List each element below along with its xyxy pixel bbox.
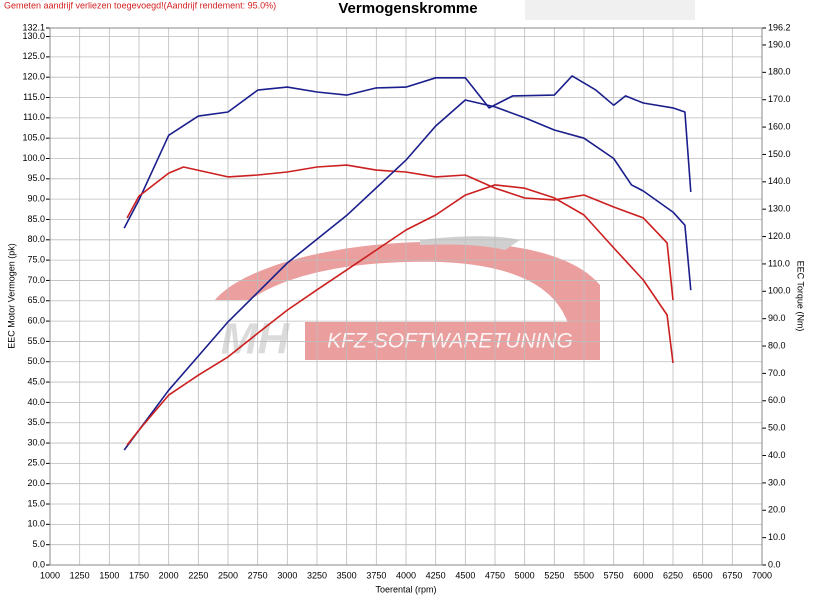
y2-tick-label: 0.0 [768, 559, 781, 569]
y-tick-label: 20.0 [27, 478, 45, 488]
y2-tick-label: 30.0 [768, 477, 786, 487]
y-tick-label: 60.0 [27, 315, 45, 325]
y2-tick-label: 170.0 [768, 94, 791, 104]
x-tick-label: 6750 [722, 570, 742, 580]
x-tick-label: 2250 [188, 570, 208, 580]
y-tick-label: 75.0 [27, 254, 45, 264]
x-tick-label: 2000 [159, 570, 179, 580]
y-tick-label: 132.1 [22, 22, 45, 32]
watermark-car [215, 241, 600, 330]
y-tick-label: 125.0 [22, 51, 45, 61]
y-tick-label: 90.0 [27, 194, 45, 204]
y-tick-label: 70.0 [27, 275, 45, 285]
y2-tick-label: 60.0 [768, 395, 786, 405]
x-tick-label: 6500 [693, 570, 713, 580]
plot-frame [49, 27, 763, 566]
y-tick-label: 50.0 [27, 356, 45, 366]
x-tick-label: 4250 [426, 570, 446, 580]
x-tick-label: 4750 [485, 570, 505, 580]
y-tick-label: 85.0 [27, 214, 45, 224]
y2-tick-label: 150.0 [768, 149, 791, 159]
x-tick-label: 5750 [604, 570, 624, 580]
x-tick-label: 1000 [40, 570, 60, 580]
note: Gemeten aandrijf verliezen toegevoegd!(A… [4, 0, 276, 10]
y-tick-label: 120.0 [22, 72, 45, 82]
watermark-band [305, 322, 600, 360]
y2-tick-label: 130.0 [768, 204, 791, 214]
y-tick-label: 115.0 [23, 92, 45, 102]
y2-axis-label: EEC Torque (Nm) [796, 261, 806, 332]
x-tick-label: 4000 [396, 570, 416, 580]
y-tick-label: 55.0 [27, 336, 45, 346]
y2-tick-label: 196.2 [768, 22, 791, 32]
y2-tick-label: 90.0 [768, 313, 786, 323]
y-tick-label: 80.0 [27, 234, 45, 244]
y-tick-label: 100.0 [22, 153, 45, 163]
x-tick-label: 3000 [277, 570, 297, 580]
x-tick-label: 3250 [307, 570, 327, 580]
x-tick-label: 6250 [663, 570, 683, 580]
curve [123, 75, 692, 229]
header-box [525, 0, 695, 20]
watermark-logo: MH [221, 315, 291, 364]
curve [123, 99, 692, 451]
y2-tick-label: 70.0 [768, 368, 786, 378]
curve [126, 164, 674, 301]
y-tick-label: 0.0 [32, 559, 45, 569]
x-tick-label: 3500 [337, 570, 357, 580]
x-tick-label: 5250 [544, 570, 564, 580]
x-tick-label: 2750 [248, 570, 268, 580]
y-tick-label: 45.0 [27, 376, 45, 386]
y2-tick-label: 110.0 [768, 258, 790, 268]
y2-tick-label: 190.0 [768, 39, 791, 49]
y-axis-label: EEC Motor Vermogen (pk) [6, 243, 16, 349]
x-tick-label: 4500 [455, 570, 475, 580]
y-tick-label: 30.0 [27, 437, 45, 447]
watermark [215, 236, 600, 360]
x-tick-label: 3750 [366, 570, 386, 580]
x-tick-label: 2500 [218, 570, 238, 580]
x-axis-label: Toerental (rpm) [375, 584, 436, 594]
x-tick-label: 1500 [99, 570, 119, 580]
y-tick-label: 35.0 [27, 417, 45, 427]
y-tick-label: 40.0 [27, 397, 45, 407]
y-tick-label: 110.0 [23, 112, 45, 122]
y2-tick-label: 40.0 [768, 450, 786, 460]
y2-tick-label: 120.0 [768, 231, 791, 241]
y2-tick-label: 160.0 [768, 121, 791, 131]
y2-tick-label: 140.0 [768, 176, 791, 186]
chart-title: Vermogenskromme [338, 0, 477, 17]
x-tick-label: 1250 [70, 570, 90, 580]
y-tick-label: 5.0 [32, 539, 45, 549]
curve [126, 184, 674, 446]
x-tick-label: 7000 [752, 570, 772, 580]
y-tick-label: 15.0 [27, 498, 45, 508]
y-tick-label: 65.0 [27, 295, 45, 305]
y2-tick-label: 180.0 [768, 67, 791, 77]
y-tick-label: 25.0 [27, 458, 45, 468]
y-tick-label: 130.0 [22, 31, 45, 41]
y2-tick-label: 100.0 [768, 286, 791, 296]
y2-tick-label: 80.0 [768, 340, 786, 350]
x-tick-label: 1750 [129, 570, 149, 580]
y-tick-label: 95.0 [27, 173, 45, 183]
y-tick-label: 10.0 [27, 519, 45, 529]
y2-tick-label: 50.0 [768, 423, 786, 433]
x-tick-label: 6000 [633, 570, 653, 580]
y2-tick-label: 10.0 [768, 532, 786, 542]
y2-tick-label: 20.0 [768, 505, 786, 515]
y-tick-label: 105.0 [22, 133, 45, 143]
x-tick-label: 5000 [515, 570, 535, 580]
x-tick-label: 5500 [574, 570, 594, 580]
